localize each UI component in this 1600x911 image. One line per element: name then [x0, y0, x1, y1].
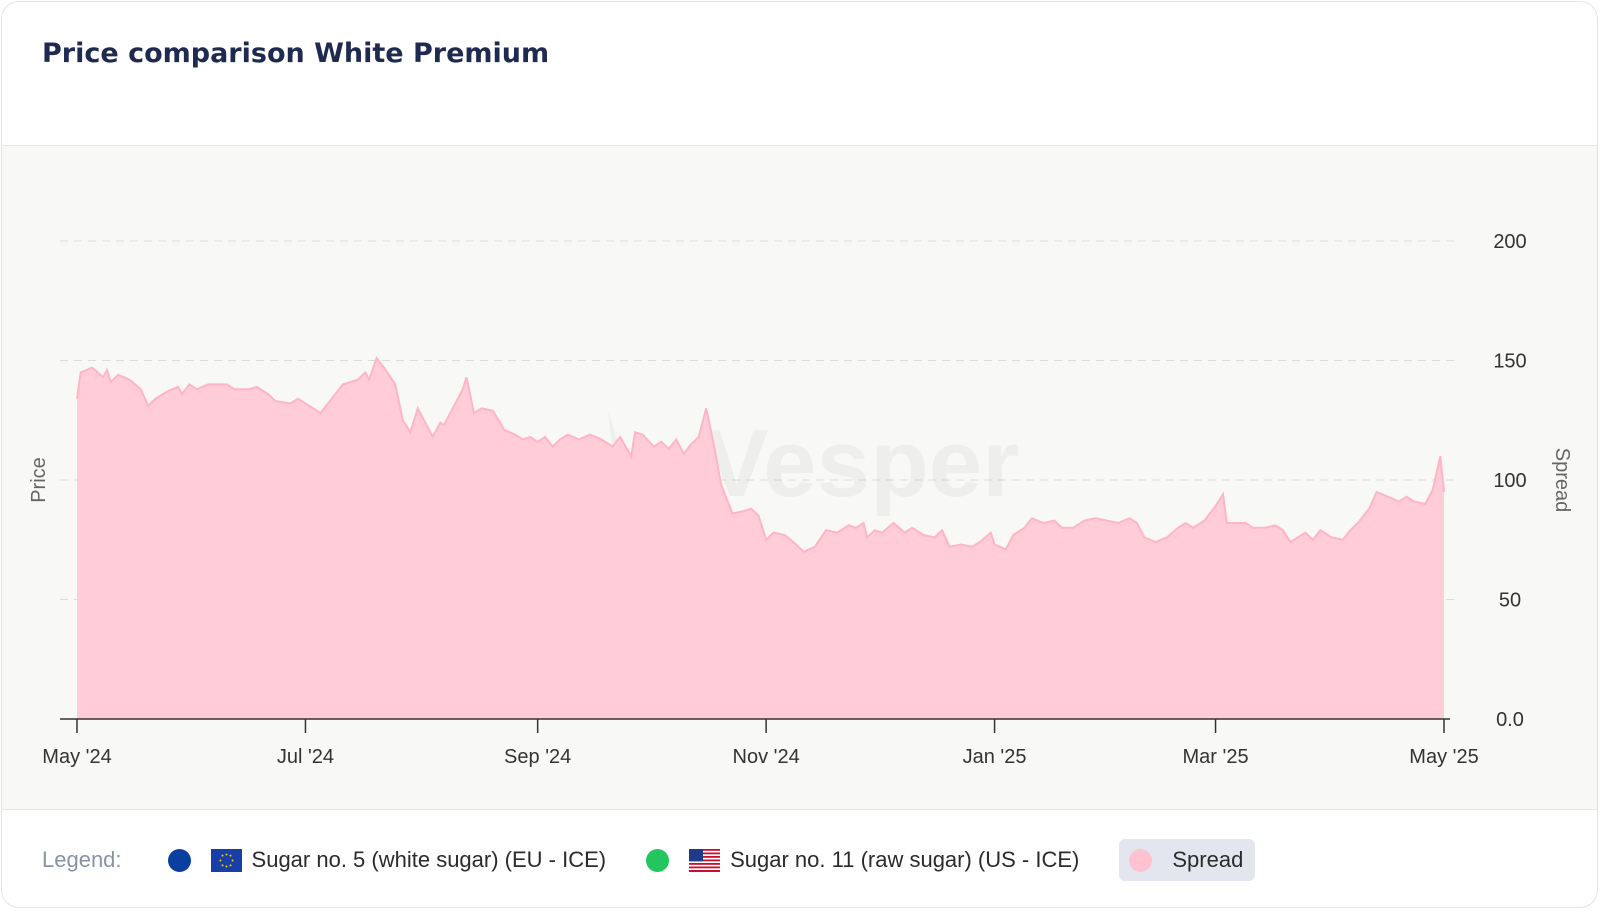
us-flag-icon	[689, 848, 721, 872]
y-tick-label: 50	[1499, 590, 1521, 612]
y-tick-label: 150	[1493, 351, 1526, 373]
series-dot-icon	[646, 848, 670, 872]
x-tick-label: Nov '24	[733, 746, 800, 768]
y-axis-title-right: Spread	[1551, 448, 1573, 513]
spread-area-fill	[77, 358, 1444, 719]
legend-label: Sugar no. 5 (white sugar) (EU - ICE)	[251, 847, 607, 872]
x-tick-label: Sep '24	[504, 746, 571, 768]
legend-label: Sugar no. 11 (raw sugar) (US - ICE)	[730, 847, 1080, 872]
y-tick-label: 100	[1493, 470, 1526, 492]
legend-item-white-sugar[interactable]: Sugar no. 5 (white sugar) (EU - ICE)	[167, 847, 607, 873]
x-tick-label: May '25	[1409, 746, 1478, 768]
legend-caption: Legend:	[42, 847, 122, 872]
watermark-logo: Vesper	[705, 410, 1020, 517]
y-tick-label: 200	[1493, 231, 1526, 253]
x-tick-label: Jan '25	[963, 746, 1027, 768]
y-axis-right: 0.0 50 100 150 200	[1493, 231, 1526, 731]
x-axis: May '24 Jul '24 Sep '24 Nov '24 Jan '25 Mar '…	[42, 718, 1479, 768]
spread-area	[76, 356, 1445, 719]
spread-line	[76, 356, 1445, 553]
legend: Legend: Sugar no. 5 (white sugar) (EU - …	[42, 838, 1542, 882]
spread-chart[interactable]: Vesper May '24 Jul '24 Sep '24 Nov '24 Jan '…	[2, 2, 1598, 802]
eu-flag-icon	[210, 848, 242, 872]
legend-item-spread[interactable]: Spread	[1119, 839, 1256, 881]
x-tick-label: May '24	[42, 746, 111, 768]
legend-label: Spread	[1172, 847, 1244, 872]
y-tick-label: 0.0	[1496, 709, 1524, 731]
y-axis-title-left: Price	[28, 457, 50, 503]
chart-title: Price comparison White Premium	[42, 38, 550, 69]
legend-item-raw-sugar[interactable]: Sugar no. 11 (raw sugar) (US - ICE)	[646, 847, 1079, 873]
series-dot-icon	[1129, 848, 1153, 872]
x-tick-label: Mar '25	[1183, 746, 1249, 768]
x-tick-label: Jul '24	[277, 746, 334, 768]
series-dot-icon	[167, 848, 191, 872]
